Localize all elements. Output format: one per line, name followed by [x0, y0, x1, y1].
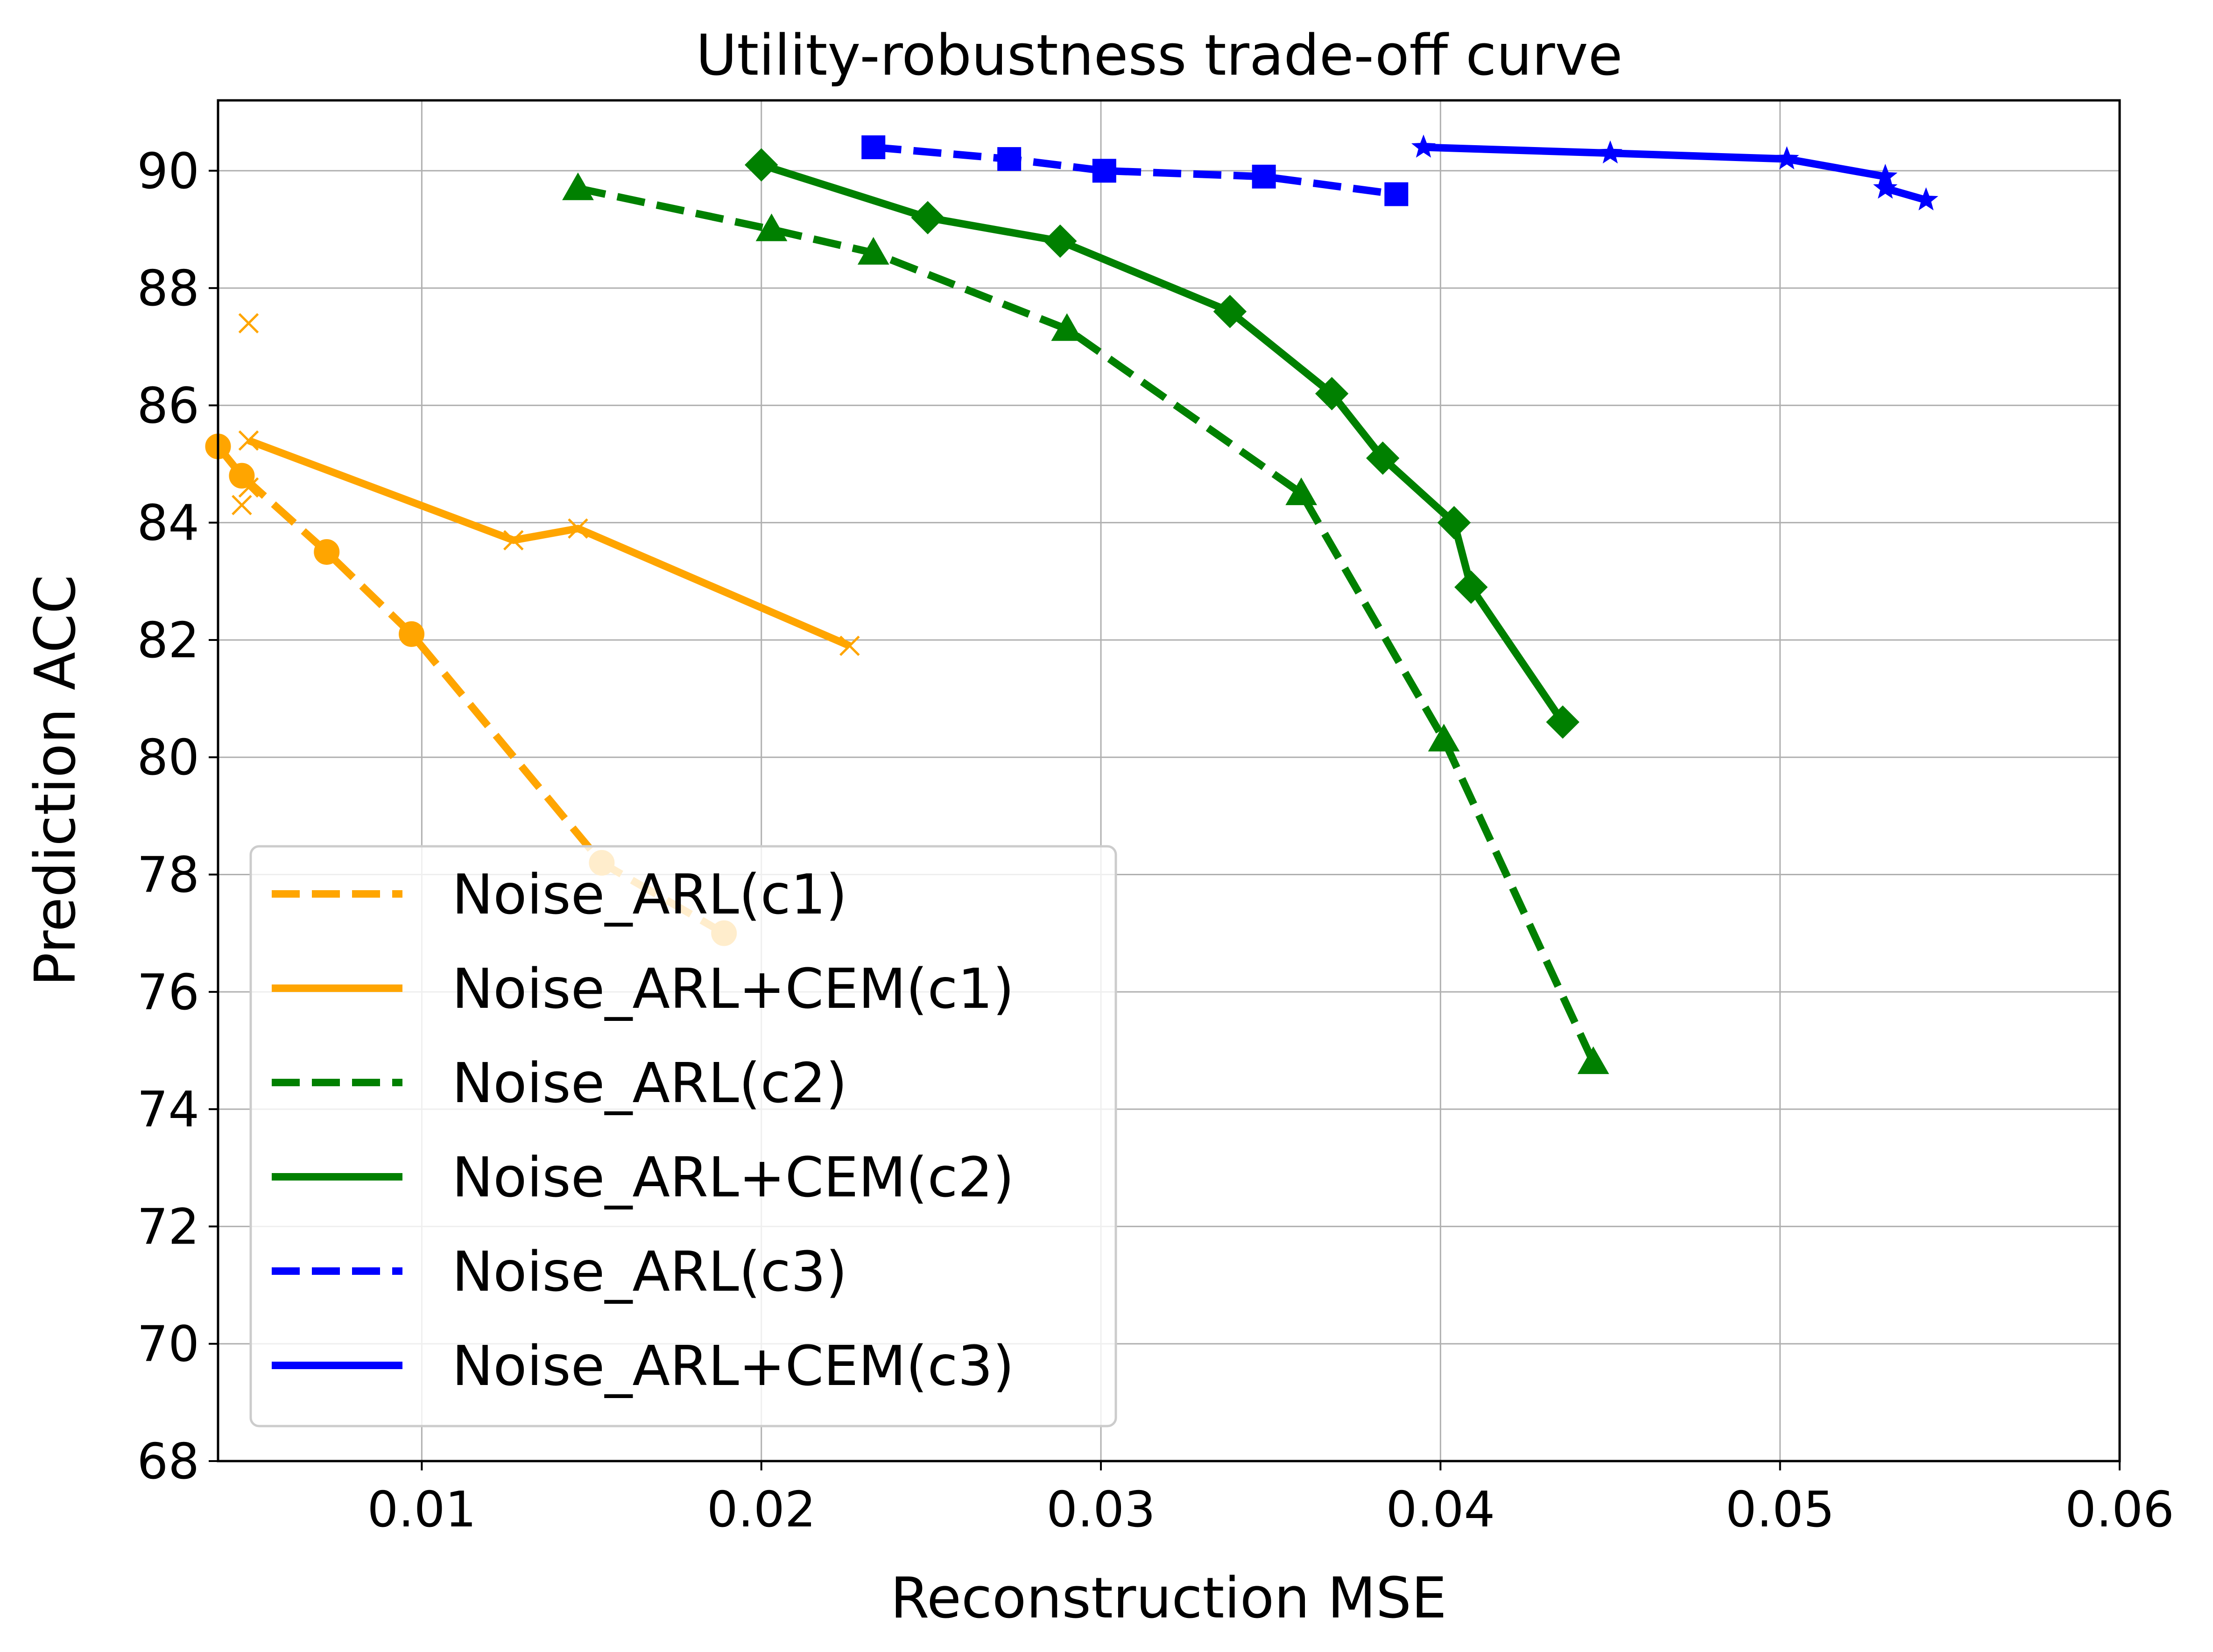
- legend-label: Noise_ARL(c3): [452, 1239, 847, 1304]
- x-tick-label: 0.05: [1726, 1481, 1835, 1538]
- data-point: [238, 430, 259, 451]
- plot-frame: [217, 99, 2121, 1462]
- data-point: [857, 237, 889, 265]
- series-line: [1423, 143, 1927, 204]
- x-tick-label: 0.03: [1046, 1481, 1156, 1538]
- data-point: [1315, 377, 1349, 410]
- y-tick-label: 80: [137, 729, 199, 786]
- data-point: [232, 495, 252, 515]
- data-point: [755, 213, 788, 241]
- legend: Noise_ARL(c1) Noise_ARL+CEM(c1) Noise_ARL(…: [249, 845, 1117, 1427]
- data-point: [1384, 182, 1409, 206]
- data-point: [1437, 506, 1471, 540]
- data-point: [399, 621, 425, 647]
- legend-label: Noise_ARL+CEM(c1): [452, 956, 1014, 1021]
- y-tick-label: 78: [137, 847, 199, 904]
- data-point: [1411, 134, 1436, 158]
- y-tick-label: 90: [137, 143, 199, 200]
- data-point: [1873, 176, 1898, 199]
- data-point: [1043, 224, 1077, 258]
- data-point: [1454, 570, 1488, 604]
- x-tick-label: 0.02: [707, 1481, 816, 1538]
- data-point: [745, 148, 778, 182]
- data-point: [1051, 313, 1083, 341]
- data-point: [238, 477, 259, 498]
- data-point: [229, 463, 255, 489]
- data-point: [1428, 724, 1460, 752]
- y-tick-label: 76: [137, 964, 199, 1021]
- data-point: [1213, 295, 1247, 329]
- chart-title: Utility-robustness trade-off curve: [696, 23, 1622, 88]
- x-tick-label: 0.04: [1386, 1481, 1495, 1538]
- y-tick-label: 84: [137, 495, 199, 552]
- y-tick-label: 72: [137, 1198, 199, 1255]
- data-point: [1546, 705, 1579, 739]
- y-tick-label: 88: [137, 260, 199, 317]
- x-axis-label: Reconstruction MSE: [890, 1566, 1447, 1631]
- y-tick-label: 68: [137, 1433, 199, 1490]
- data-point: [562, 172, 594, 200]
- data-point: [1775, 146, 1799, 169]
- data-point: [314, 539, 340, 565]
- data-point: [568, 518, 588, 539]
- data-point: [238, 313, 259, 334]
- y-axis-label: Prediction ACC: [23, 575, 88, 986]
- data-point: [997, 147, 1022, 171]
- y-tick-label: 82: [137, 612, 199, 669]
- legend-entries: Noise_ARL(c1) Noise_ARL+CEM(c1) Noise_ARL(…: [272, 862, 1014, 1398]
- legend-label: Noise_ARL+CEM(c3): [452, 1334, 1014, 1398]
- data-point: [861, 135, 886, 160]
- series-line: [873, 143, 1397, 198]
- legend-label: Noise_ARL(c1): [452, 862, 847, 927]
- axis-ticks: 0.01 0.02 0.03 0.04 0.05 0.06 68 70 72 74 76 78 80 82…: [137, 143, 2174, 1538]
- data-point: [1252, 164, 1276, 189]
- data-point: [1598, 140, 1623, 164]
- data-point: [1092, 159, 1116, 183]
- data-point: [1366, 441, 1400, 475]
- data-point: [911, 201, 944, 235]
- series-line: [215, 444, 726, 937]
- y-tick-label: 70: [137, 1316, 199, 1373]
- legend-label: Noise_ARL(c2): [452, 1051, 847, 1115]
- data-point: [1285, 477, 1318, 506]
- data-point: [839, 635, 860, 656]
- legend-label: Noise_ARL+CEM(c2): [452, 1145, 1014, 1209]
- x-tick-label: 0.06: [2065, 1481, 2174, 1538]
- series-line: [247, 437, 851, 649]
- data-point: [503, 530, 524, 551]
- data-point: [1914, 187, 1938, 211]
- legend-box: [249, 845, 1117, 1427]
- data-point: [1577, 1046, 1609, 1074]
- x-tick-label: 0.01: [367, 1481, 476, 1538]
- y-tick-label: 86: [137, 377, 199, 434]
- y-tick-label: 74: [137, 1081, 199, 1138]
